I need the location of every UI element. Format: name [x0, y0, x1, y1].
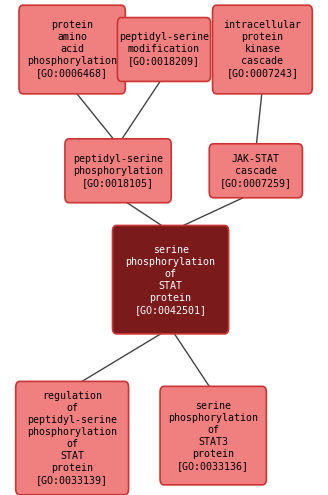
Text: peptidyl-serine
modification
[GO:0018209]: peptidyl-serine modification [GO:0018209…: [119, 33, 209, 66]
Text: serine
phosphorylation
of
STAT
protein
[GO:0042501]: serine phosphorylation of STAT protein […: [126, 245, 215, 315]
Text: JAK-STAT
cascade
[GO:0007259]: JAK-STAT cascade [GO:0007259]: [220, 154, 292, 188]
Text: regulation
of
peptidyl-serine
phosphorylation
of
STAT
protein
[GO:0033139]: regulation of peptidyl-serine phosphoryl…: [27, 391, 117, 485]
Text: intracellular
protein
kinase
cascade
[GO:0007243]: intracellular protein kinase cascade [GO…: [223, 20, 301, 79]
Text: serine
phosphorylation
of
STAT3
protein
[GO:0033136]: serine phosphorylation of STAT3 protein …: [168, 400, 258, 471]
Text: peptidyl-serine
phosphorylation
[GO:0018105]: peptidyl-serine phosphorylation [GO:0018…: [73, 154, 163, 188]
FancyBboxPatch shape: [117, 17, 211, 81]
FancyBboxPatch shape: [209, 144, 302, 198]
FancyBboxPatch shape: [16, 381, 129, 495]
FancyBboxPatch shape: [65, 139, 171, 203]
FancyBboxPatch shape: [19, 5, 125, 94]
Text: protein
amino
acid
phosphorylation
[GO:0006468]: protein amino acid phosphorylation [GO:0…: [27, 20, 117, 79]
FancyBboxPatch shape: [213, 5, 312, 94]
FancyBboxPatch shape: [160, 386, 266, 485]
FancyBboxPatch shape: [113, 226, 229, 334]
